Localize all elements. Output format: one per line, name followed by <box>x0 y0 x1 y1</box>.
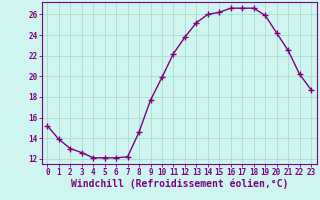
X-axis label: Windchill (Refroidissement éolien,°C): Windchill (Refroidissement éolien,°C) <box>70 179 288 189</box>
